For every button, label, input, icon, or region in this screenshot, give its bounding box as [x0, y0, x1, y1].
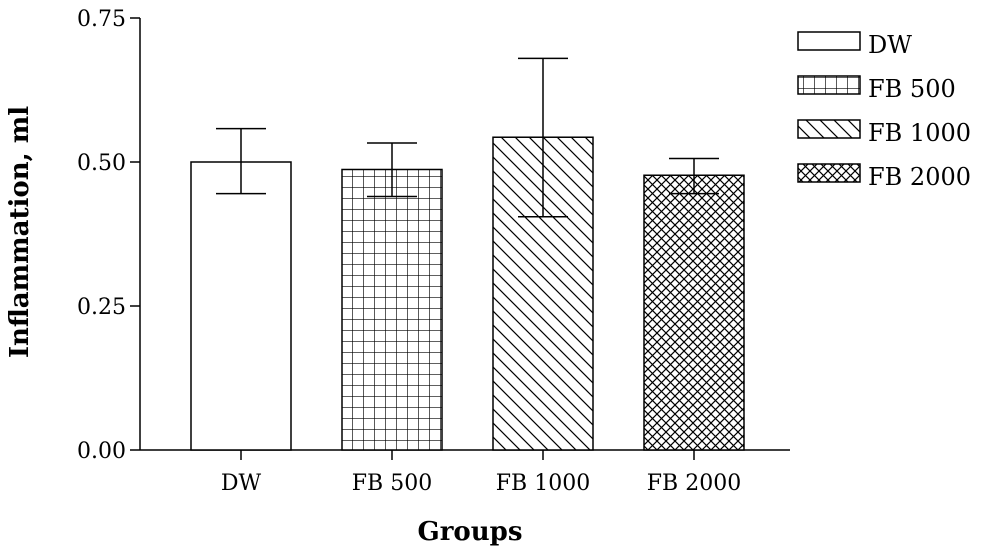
x-axis-title: Groups — [418, 517, 523, 547]
x-tick-label: FB 500 — [352, 471, 432, 496]
legend-label: DW — [868, 31, 912, 59]
axes: 0.00 0.25 0.50 0.75 DW FB 500 FB 1000 FB 2000 — [77, 7, 790, 496]
legend-label: FB 2000 — [868, 163, 971, 191]
x-tick-label: FB 1000 — [496, 471, 590, 496]
bar-fb-500 — [341, 168, 443, 451]
y-tick-label: 0.50 — [77, 151, 126, 176]
bars — [190, 136, 745, 451]
legend: DW FB 500 FB 1000 FB 2000 — [797, 31, 971, 191]
error-bars — [216, 57, 719, 218]
bar-fb-2000 — [643, 174, 745, 451]
y-tick-label: 0.75 — [77, 7, 126, 32]
y-tick-label: 0.00 — [77, 439, 126, 464]
legend-swatch — [797, 163, 861, 183]
legend-swatch — [797, 119, 861, 139]
legend-label: FB 1000 — [868, 119, 971, 147]
x-tick-label: FB 2000 — [647, 471, 741, 496]
legend-swatch — [797, 31, 861, 51]
y-axis-title: Inflammation, ml — [5, 106, 35, 358]
bar-dw — [190, 161, 292, 451]
x-tick-label: DW — [221, 471, 262, 496]
y-tick-label: 0.25 — [77, 295, 126, 320]
legend-label: FB 500 — [868, 75, 956, 103]
legend-swatch — [797, 75, 861, 95]
